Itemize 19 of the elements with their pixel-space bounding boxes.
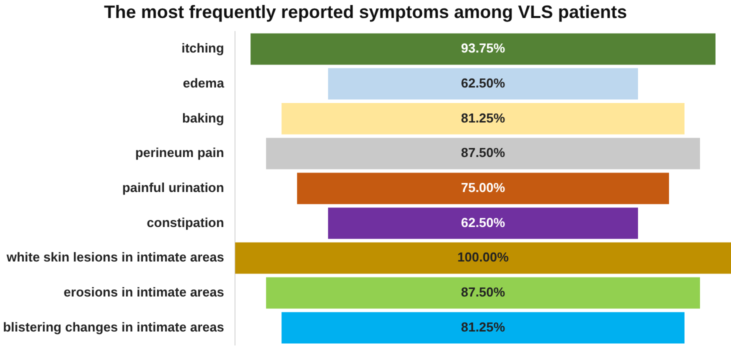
data-label: 62.50% (460, 75, 506, 90)
data-label: 87.50% (460, 145, 506, 160)
category-label: perineum pain (135, 145, 224, 160)
category-label: constipation (146, 214, 224, 230)
data-label: 100.00% (457, 250, 510, 265)
category-label: blistering changes in intimate areas (2, 319, 224, 334)
data-label: 93.75% (460, 40, 506, 56)
data-label: 81.25% (460, 319, 506, 334)
data-label: 81.25% (460, 110, 506, 126)
category-label: painful urination (122, 180, 224, 195)
category-label: white skin lesions in intimate areas (6, 250, 224, 265)
category-label: edema (182, 75, 225, 90)
category-label: itching (181, 40, 224, 56)
data-label: 62.50% (460, 214, 506, 230)
text: The most frequently reported symptoms among VLS patients (104, 2, 628, 22)
data-label: 75.00% (460, 180, 506, 195)
data-label: 87.50% (460, 284, 506, 300)
category-label: baking (182, 110, 224, 126)
category-label: erosions in intimate areas (64, 284, 224, 300)
